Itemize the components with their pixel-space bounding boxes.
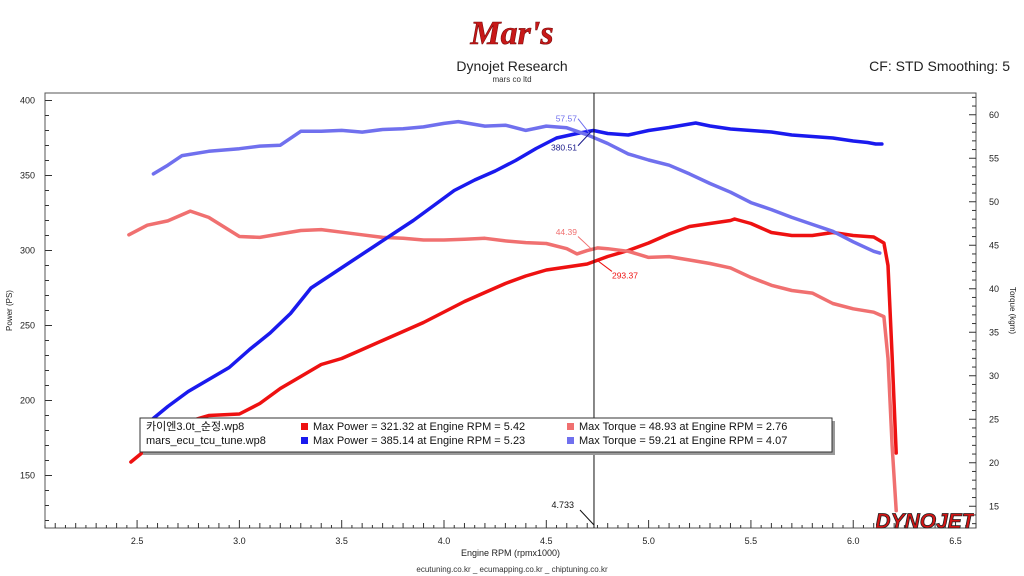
y-right-tick-label: 50 xyxy=(989,197,999,207)
cursor-torque-pointer xyxy=(577,118,591,135)
x-tick-label: 3.0 xyxy=(233,536,246,546)
series-line-0 xyxy=(129,217,898,464)
cursor-torque-label: 57.57 xyxy=(556,114,578,124)
series-line-1 xyxy=(127,209,898,513)
x-tick-label: 4.5 xyxy=(540,536,553,546)
series-line-3 xyxy=(151,119,882,255)
y-right-tick-label: 35 xyxy=(989,327,999,337)
x-tick-label: 4.0 xyxy=(438,536,451,546)
y-right-axis-label: Torque (kgm) xyxy=(1008,287,1017,334)
y-right-tick-label: 60 xyxy=(989,110,999,120)
legend-swatch xyxy=(301,437,308,444)
x-tick-label: 5.5 xyxy=(745,536,758,546)
correction-factor-info: CF: STD Smoothing: 5 xyxy=(869,58,1010,74)
y-left-axis-label: Power (PS) xyxy=(5,290,14,331)
x-tick-label: 3.5 xyxy=(335,536,348,546)
y-left-tick-label: 400 xyxy=(20,96,35,106)
cursor-power-pointer-2 xyxy=(595,259,613,272)
y-right-tick-label: 30 xyxy=(989,371,999,381)
legend-swatch xyxy=(567,423,574,430)
cursor-x-pointer xyxy=(579,509,595,526)
dynojet-logo: DYNOJET xyxy=(876,510,974,533)
y-left-tick-label: 300 xyxy=(20,246,35,256)
cursor-torque-pointer-2 xyxy=(577,236,593,250)
legend-file-name: 카이엔3.0t_순정.wp8 xyxy=(146,420,244,433)
y-right-tick-label: 20 xyxy=(989,458,999,468)
y-left-tick-label: 200 xyxy=(20,396,35,406)
legend-swatch xyxy=(301,423,308,430)
legend-entry: Max Power = 385.14 at Engine RPM = 5.23 xyxy=(313,435,525,447)
logo-text: Mar's xyxy=(469,15,553,52)
legend-entry: Max Torque = 48.93 at Engine RPM = 2.76 xyxy=(579,421,787,433)
y-right-tick-label: 25 xyxy=(989,414,999,424)
legend-swatch xyxy=(567,437,574,444)
y-left-tick-label: 150 xyxy=(20,471,35,481)
x-tick-label: 6.0 xyxy=(847,536,860,546)
y-right-tick-label: 40 xyxy=(989,284,999,294)
legend-box xyxy=(139,417,833,453)
cursor-power-label-2: 293.37 xyxy=(612,270,638,280)
y-right-tick-label: 45 xyxy=(989,240,999,250)
y-left-tick-label: 350 xyxy=(20,171,35,181)
x-tick-label: 2.5 xyxy=(131,536,144,546)
y-right-tick-label: 15 xyxy=(989,501,999,511)
cursor-torque-label-2: 44.39 xyxy=(556,227,578,237)
mars-logo: Mar's xyxy=(469,15,554,53)
y-left-tick-label: 250 xyxy=(20,321,35,331)
y-right-tick-label: 55 xyxy=(989,153,999,163)
plot-frame xyxy=(44,92,977,529)
footer-text: ecutuning.co.kr _ ecumapping.co.kr _ chi… xyxy=(416,565,608,574)
cursor-power-pointer xyxy=(577,130,593,147)
chart-title: Dynojet Research xyxy=(456,58,568,74)
x-tick-label: 5.0 xyxy=(642,536,655,546)
legend-entry: Max Power = 321.32 at Engine RPM = 5.42 xyxy=(313,421,525,433)
x-axis-label: Engine RPM (rpmx1000) xyxy=(461,548,560,558)
cursor-power-label: 380.51 xyxy=(551,143,577,153)
x-tick-label: 6.5 xyxy=(949,536,962,546)
legend-entry: Max Torque = 59.21 at Engine RPM = 4.07 xyxy=(579,435,787,447)
brand-text: DYNOJET xyxy=(876,510,974,533)
series-line-2 xyxy=(149,121,884,422)
chart-subtitle: mars co ltd xyxy=(492,75,532,84)
legend-file-name: mars_ecu_tcu_tune.wp8 xyxy=(146,435,266,447)
cursor-x-label: 4.733 xyxy=(551,500,574,510)
